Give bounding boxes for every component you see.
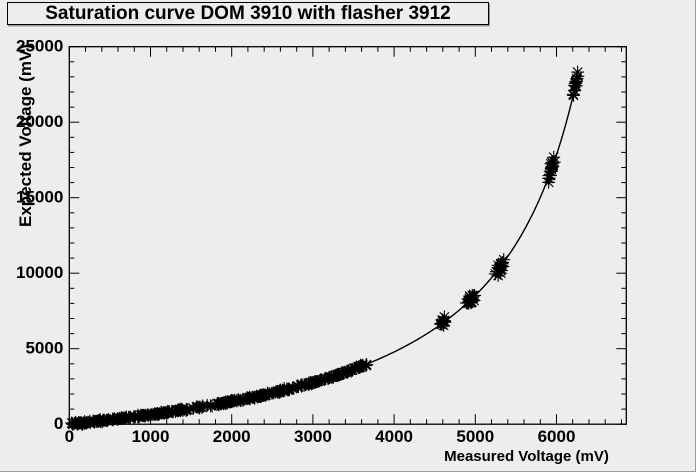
svg-text:Measured Voltage (mV): Measured Voltage (mV) <box>444 448 609 465</box>
svg-text:Expected Voltage (mV): Expected Voltage (mV) <box>16 44 35 227</box>
svg-text:1000: 1000 <box>132 427 170 446</box>
svg-text:5000: 5000 <box>456 427 494 446</box>
svg-text:0: 0 <box>54 414 63 433</box>
svg-text:2000: 2000 <box>213 427 251 446</box>
svg-text:4000: 4000 <box>375 427 413 446</box>
svg-text:3000: 3000 <box>294 427 332 446</box>
svg-text:5000: 5000 <box>25 339 63 358</box>
svg-text:10000: 10000 <box>16 263 63 282</box>
svg-text:6000: 6000 <box>538 427 576 446</box>
